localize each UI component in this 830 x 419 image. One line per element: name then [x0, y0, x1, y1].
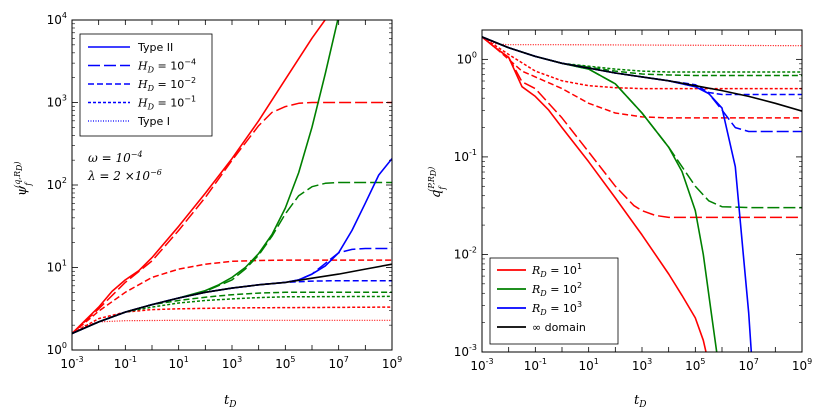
chart0-series-12: [72, 263, 392, 335]
right-legend-label-1: RD = 102: [531, 281, 582, 298]
left-legend: Type II HD = 10−4HD = 10−2 HD = 10−1 Type I: [79, 33, 213, 137]
left-legend-label-2: HD = 10−2: [137, 76, 196, 93]
chart0-ytick-label-4: 104: [47, 11, 67, 27]
chart1-series-6: [482, 36, 802, 209]
left-legend-label-3: HD = 10−1: [137, 95, 196, 112]
right-legend-label-2: RD = 103: [531, 300, 582, 317]
chart0-ytick-label-1: 101: [47, 259, 67, 275]
chart0-xtick-label-5: 107: [328, 355, 348, 371]
right-legend-label-0: RD = 101: [531, 262, 582, 279]
chart0-series-2: [72, 259, 392, 335]
chart1-xtick-label-4: 105: [685, 357, 705, 373]
left-y-label: ψf(q,RD): [13, 161, 33, 196]
left-parameter-annotation: ω = 10−4 λ = 2 ×10−6: [87, 150, 162, 183]
chart0-series-1: [72, 101, 392, 335]
right-ticks: 10-3 10-1 101 103 105 107 109 10-3 10-2 10-1 100: [454, 29, 812, 373]
omega-exp: −4: [131, 150, 143, 159]
right-legend-box: [489, 257, 619, 345]
left-ticks: 10-3 10-1 101 103 105 107 109 100 101 102 103 104: [47, 11, 403, 371]
right-y-label: qf(P,RD): [427, 167, 447, 198]
right-legend: RD = 101 RD = 102 RD = 103 ∞ domain: [489, 257, 619, 345]
lambda-exp: −6: [150, 168, 162, 177]
chart0-series-6: [72, 181, 392, 335]
right-chart: 10-3 10-1 101 103 105 107 109 10-3 10-2 10-1 100 q…: [427, 29, 812, 410]
left-series-group: [72, 20, 392, 335]
chart0-xtick-label-0: 10-3: [60, 355, 83, 371]
chart0-xtick-label-3: 103: [222, 355, 242, 371]
chart0-ytick-label-0: 100: [47, 341, 67, 357]
left-legend-box: [79, 33, 213, 137]
svg-text:λ = 2 ×10−6: λ = 2 ×10−6: [87, 168, 162, 183]
chart1-xtick-label-3: 103: [632, 357, 652, 373]
right-series-group: [482, 36, 802, 352]
chart1-series-12: [482, 36, 802, 112]
chart1-series-0: [482, 36, 707, 352]
right-legend-label-3: ∞ domain: [532, 321, 586, 334]
chart1-series-2: [482, 36, 802, 119]
chart1-xtick-label-2: 101: [578, 357, 598, 373]
chart0-ytick-label-2: 102: [47, 176, 67, 192]
chart1-xtick-label-5: 107: [738, 357, 758, 373]
svg-text:ω = 10−4: ω = 10−4: [88, 150, 143, 165]
chart1-series-1: [482, 36, 802, 219]
chart0-series-8: [72, 295, 392, 335]
omega-text: ω = 10: [88, 151, 131, 165]
chart1-ytick-label-1: 10-2: [454, 245, 477, 261]
chart1-ytick-label-2: 10-1: [454, 148, 477, 164]
left-legend-label-1: HD = 10−4: [137, 58, 196, 75]
chart0-xtick-label-4: 105: [275, 355, 295, 371]
chart0-series-3: [72, 306, 392, 335]
chart0-xtick-label-6: 109: [382, 355, 402, 371]
chart0-ytick-label-3: 103: [47, 94, 67, 110]
chart1-ytick-label-3: 100: [457, 50, 477, 66]
chart1-xtick-label-1: 10-1: [524, 357, 547, 373]
chart0-xtick-label-1: 10-1: [114, 355, 137, 371]
left-chart: 10-3 10-1 101 103 105 107 109 100 101 102 103 104 ψ…: [13, 11, 402, 410]
left-x-label: tD: [224, 393, 236, 410]
chart1-xtick-label-6: 109: [792, 357, 812, 373]
left-legend-label-0: Type II: [137, 41, 173, 54]
chart0-series-4: [72, 319, 392, 335]
chart0-series-0: [72, 20, 327, 335]
lambda-text: λ = 2 ×10: [87, 169, 150, 183]
chart1-series-7: [482, 36, 802, 77]
right-x-label: tD: [634, 393, 646, 410]
chart1-series-8: [482, 36, 802, 73]
chart1-series-3: [482, 36, 802, 90]
left-legend-label-4: Type I: [137, 115, 170, 128]
chart1-xtick-label-0: 10-3: [470, 357, 493, 373]
chart1-series-4: [482, 36, 802, 47]
chart0-xtick-label-2: 101: [168, 355, 188, 371]
chart1-series-11: [482, 36, 802, 96]
chart1-ytick-label-0: 10-3: [454, 343, 477, 359]
